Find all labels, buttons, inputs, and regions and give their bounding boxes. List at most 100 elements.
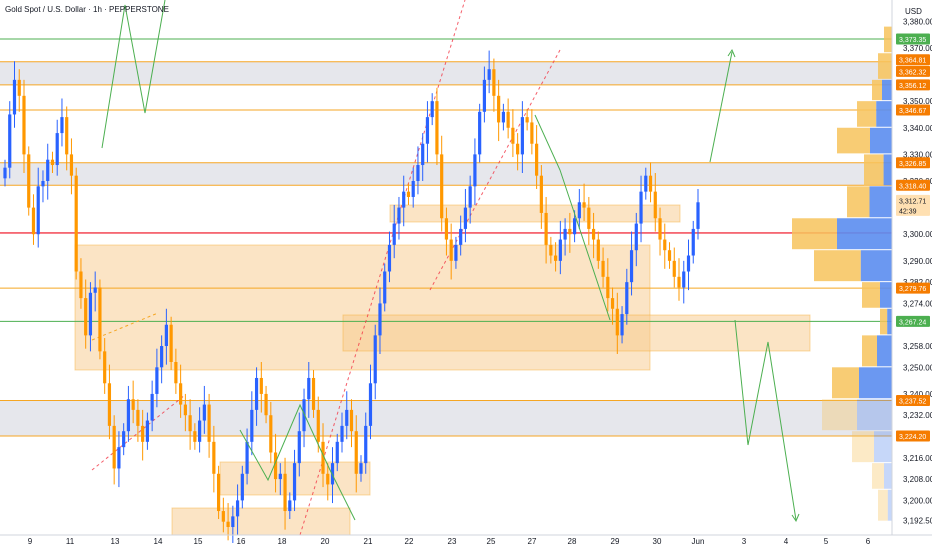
price-badge-label-6: 3,318.40: [899, 183, 926, 190]
price-badge-label-5: 3,326.85: [899, 161, 926, 168]
y-tick-label: 3,232.00: [903, 411, 932, 420]
candle-68: [326, 473, 330, 485]
x-tick-label: 13: [111, 537, 120, 546]
candle-121: [577, 202, 581, 219]
x-tick-label: 22: [405, 537, 414, 546]
volume-profile-bar-7: [792, 218, 837, 250]
candle-30: [145, 420, 149, 442]
x-tick-label: 30: [653, 537, 662, 546]
candle-6: [31, 207, 36, 235]
y-tick-label: 3,200.00: [903, 496, 932, 505]
candle-142: [677, 276, 681, 288]
candle-8: [41, 180, 45, 187]
candle-103: [492, 69, 496, 96]
candle-131: [625, 282, 629, 315]
candle-143: [682, 271, 686, 288]
price-badge-bg-9: [896, 282, 930, 294]
trendlines-layer: [91, 0, 561, 536]
candle-80: [383, 271, 387, 304]
candle-107: [511, 127, 515, 144]
x-tick-label: 20: [321, 537, 330, 546]
projection-path-0: [101, 0, 166, 149]
price-badge-bg-11: [896, 395, 930, 407]
candle-17: [84, 298, 88, 336]
candle-139: [663, 239, 667, 251]
x-tick-label: 28: [568, 537, 577, 546]
candle-79: [378, 303, 382, 336]
candle-81: [387, 244, 392, 272]
candle-137: [653, 191, 657, 219]
candle-98: [468, 186, 472, 208]
candle-69: [330, 463, 335, 485]
candle-72: [345, 409, 349, 426]
projection-path-3: [239, 403, 356, 521]
volume-profile-bar-12-buy: [859, 367, 892, 399]
candle-37: [179, 383, 183, 405]
candle-138: [658, 218, 662, 240]
candle-0: [3, 167, 7, 179]
y-tick-label: 3,300.00: [903, 230, 932, 239]
candle-114: [544, 212, 548, 245]
x-tick-label: 21: [364, 537, 373, 546]
price-badge-label-11: 3,237.52: [899, 399, 926, 406]
projection-path-4: [534, 114, 611, 321]
price-badge-bg-7: [896, 194, 930, 206]
volume-profile-bar-1: [878, 53, 892, 79]
candle-44: [212, 441, 216, 474]
candle-12: [60, 117, 64, 134]
projection-arrowhead-down: [791, 513, 800, 523]
candle-141: [672, 260, 676, 277]
price-badge-bg-4: [896, 104, 930, 116]
candle-45: [216, 473, 221, 512]
candle-13: [65, 117, 69, 155]
y-tick-label: 3,350.00: [903, 97, 932, 106]
candle-128: [610, 298, 615, 309]
candle-39: [188, 415, 192, 432]
candle-53: [254, 377, 259, 410]
candle-65: [311, 377, 316, 410]
candle-78: [373, 335, 377, 384]
candle-119: [568, 228, 572, 235]
price-badge-bg-8: [896, 204, 930, 216]
y-tick-label: 3,330.00: [903, 150, 932, 159]
price-zone-2: [389, 204, 681, 223]
candle-140: [667, 250, 672, 261]
candle-91: [435, 101, 439, 155]
candle-135: [644, 175, 648, 192]
volume-profile-bar-8-buy: [860, 250, 892, 282]
candle-46: [221, 511, 225, 522]
price-badge-label-10: 3,267.24: [899, 319, 926, 326]
x-tick-label: Jun: [692, 537, 705, 546]
candle-27: [131, 399, 135, 410]
candle-136: [648, 175, 653, 192]
volume-profile-bar-7-buy: [837, 218, 892, 250]
candle-1: [8, 114, 12, 168]
candle-127: [606, 276, 610, 299]
candle-3: [17, 79, 21, 96]
volume-profile-bar-16: [878, 489, 888, 521]
price-badge-label-1: 3,364.81: [899, 58, 926, 65]
y-tick-label: 3,380.00: [903, 17, 932, 26]
candle-38: [183, 404, 187, 416]
price-badge-bg-5: [896, 157, 930, 169]
candle-125: [596, 239, 600, 261]
candle-134: [639, 191, 643, 224]
candle-40: [193, 431, 197, 442]
volume-profile-bar-9: [862, 282, 880, 308]
price-badge-label-3: 3,356.12: [899, 83, 926, 90]
candle-29: [141, 425, 145, 442]
currency-label[interactable]: USD: [905, 7, 922, 16]
candle-82: [392, 223, 396, 245]
price-badge-label-4: 3,346.67: [899, 108, 926, 115]
volume-profile-bar-2-buy: [882, 79, 892, 101]
y-tick-label: 3,274.00: [903, 299, 932, 308]
candle-97: [463, 207, 468, 229]
candle-122: [582, 202, 586, 208]
y-tick-label: 3,258.00: [903, 342, 932, 351]
candle-129: [615, 308, 619, 336]
price-badge-bg-0: [896, 33, 930, 45]
candle-15: [74, 175, 78, 272]
candle-104: [497, 95, 501, 123]
